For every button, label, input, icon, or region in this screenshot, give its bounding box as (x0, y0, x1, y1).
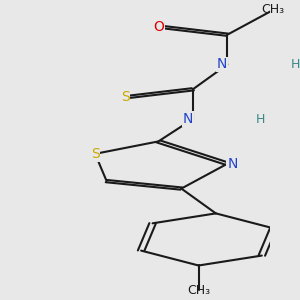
Text: CH₃: CH₃ (262, 3, 285, 16)
Text: N: N (182, 112, 193, 126)
Text: S: S (91, 147, 100, 161)
Text: O: O (153, 20, 164, 34)
Text: H: H (290, 58, 300, 71)
Text: N: N (217, 58, 227, 71)
Text: S: S (121, 90, 130, 104)
Text: CH₃: CH₃ (187, 284, 210, 297)
Text: N: N (227, 157, 238, 171)
Text: H: H (256, 112, 266, 126)
